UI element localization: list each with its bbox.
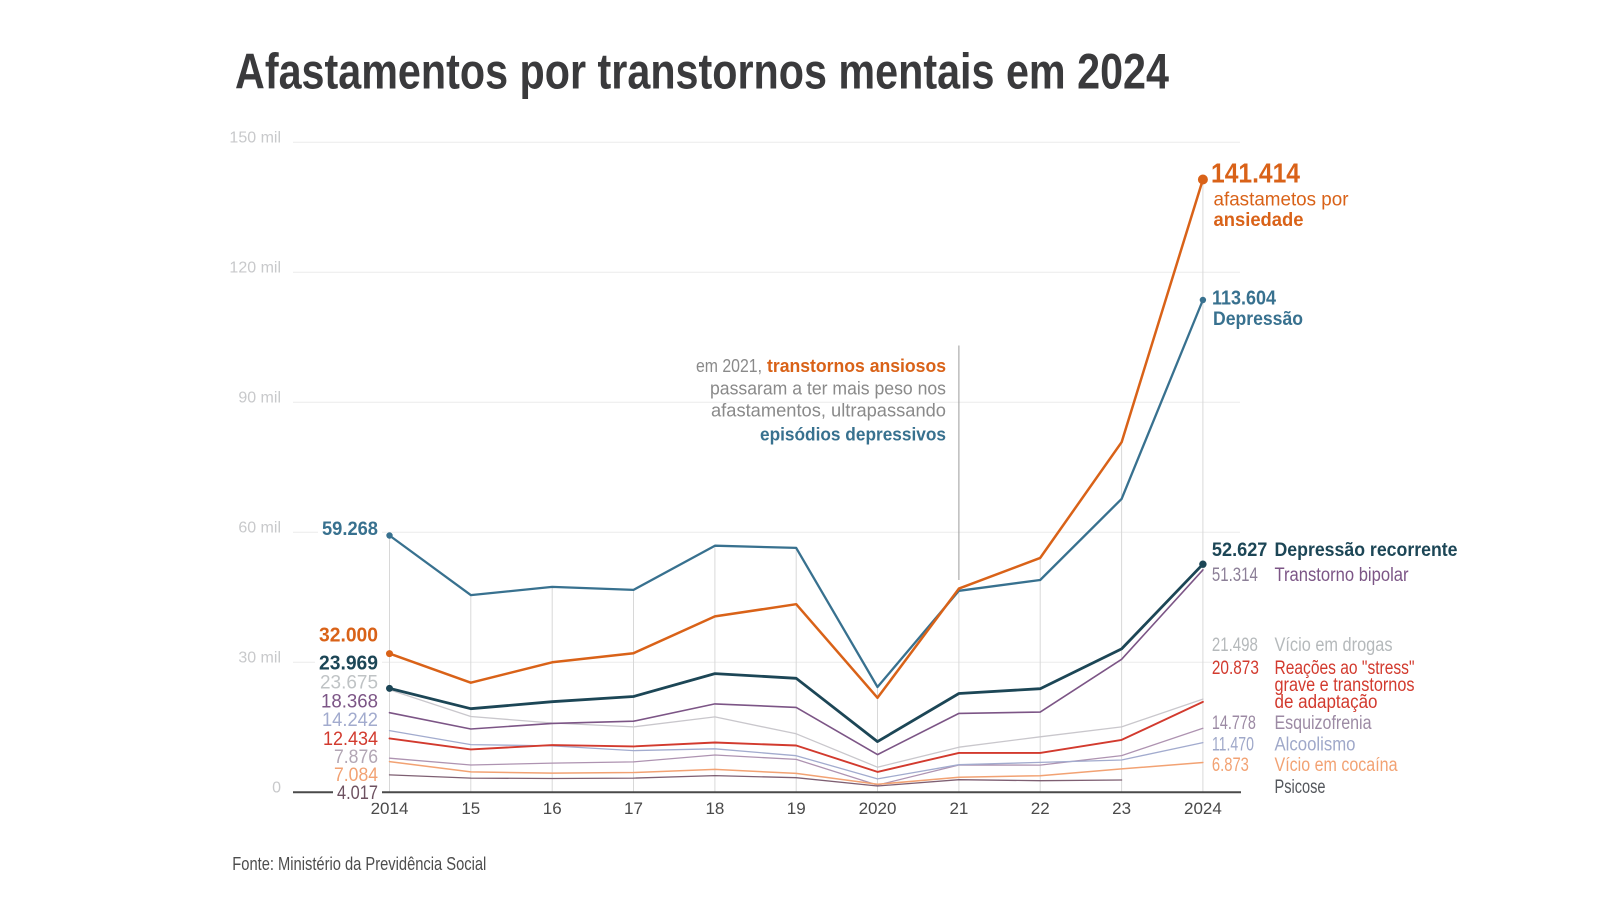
svg-text:Esquizofrenia: Esquizofrenia	[1275, 713, 1372, 734]
svg-text:2020: 2020	[859, 799, 897, 818]
svg-text:141.414: 141.414	[1211, 158, 1300, 189]
svg-text:Depressão: Depressão	[1213, 309, 1303, 330]
svg-text:afastamentos, ultrapassando: afastamentos, ultrapassando	[711, 401, 946, 421]
svg-text:Fonte: Ministério da Previdênc: Fonte: Ministério da Previdência Social	[232, 854, 486, 874]
svg-text:52.627: 52.627	[1212, 540, 1268, 561]
svg-text:20.873: 20.873	[1212, 658, 1259, 679]
svg-text:em 2021,: em 2021,	[696, 356, 762, 376]
svg-text:grave e transtornos: grave e transtornos	[1275, 675, 1415, 696]
svg-text:Transtorno bipolar: Transtorno bipolar	[1275, 565, 1410, 586]
svg-text:14.242: 14.242	[322, 710, 378, 731]
svg-text:11.470: 11.470	[1212, 735, 1254, 756]
svg-text:Psicose: Psicose	[1275, 777, 1326, 798]
svg-text:7.876: 7.876	[334, 747, 378, 768]
svg-text:23.675: 23.675	[320, 672, 378, 693]
svg-text:22: 22	[1031, 799, 1050, 818]
svg-text:Alcoolismo: Alcoolismo	[1275, 735, 1356, 756]
svg-text:120 mil: 120 mil	[229, 259, 281, 276]
svg-text:Depressão recorrente: Depressão recorrente	[1275, 540, 1458, 561]
svg-text:ansiedade: ansiedade	[1214, 209, 1304, 231]
svg-text:12.434: 12.434	[323, 729, 378, 750]
svg-text:150 mil: 150 mil	[229, 129, 281, 146]
svg-text:19: 19	[787, 799, 806, 818]
svg-text:59.268: 59.268	[322, 519, 378, 540]
svg-text:Vício em cocaína: Vício em cocaína	[1275, 755, 1398, 776]
svg-text:6.873: 6.873	[1212, 755, 1249, 776]
svg-text:18.368: 18.368	[321, 692, 378, 713]
svg-text:de adaptação: de adaptação	[1275, 692, 1378, 713]
svg-text:90 mil: 90 mil	[238, 389, 281, 406]
svg-text:23: 23	[1112, 799, 1131, 818]
svg-text:60 mil: 60 mil	[238, 519, 281, 536]
svg-text:15: 15	[461, 799, 480, 818]
svg-text:2024: 2024	[1184, 799, 1222, 818]
svg-text:21: 21	[949, 799, 968, 818]
svg-text:17: 17	[624, 799, 643, 818]
svg-text:113.604: 113.604	[1212, 288, 1277, 310]
svg-text:51.314: 51.314	[1212, 565, 1258, 586]
svg-text:30 mil: 30 mil	[238, 649, 281, 666]
svg-text:0: 0	[272, 779, 281, 796]
svg-text:Vício em drogas: Vício em drogas	[1275, 635, 1393, 656]
svg-text:episódios depressivos: episódios depressivos	[760, 425, 946, 445]
svg-text:2014: 2014	[371, 799, 409, 818]
svg-text:23.969: 23.969	[319, 653, 378, 675]
svg-text:14.778: 14.778	[1212, 713, 1256, 734]
svg-text:afastametos por: afastametos por	[1214, 189, 1349, 211]
svg-text:16: 16	[543, 799, 562, 818]
svg-text:4.017: 4.017	[337, 783, 378, 804]
svg-text:7.084: 7.084	[334, 765, 378, 786]
svg-text:32.000: 32.000	[319, 625, 378, 647]
svg-text:18: 18	[705, 799, 724, 818]
svg-text:passaram a ter mais peso nos: passaram a ter mais peso nos	[710, 379, 946, 399]
svg-text:Reações ao "stress": Reações ao "stress"	[1275, 658, 1415, 679]
svg-text:21.498: 21.498	[1212, 635, 1258, 656]
svg-text:transtornos ansiosos: transtornos ansiosos	[767, 356, 946, 376]
svg-text:Afastamentos por transtornos m: Afastamentos por transtornos mentais em …	[235, 44, 1169, 100]
